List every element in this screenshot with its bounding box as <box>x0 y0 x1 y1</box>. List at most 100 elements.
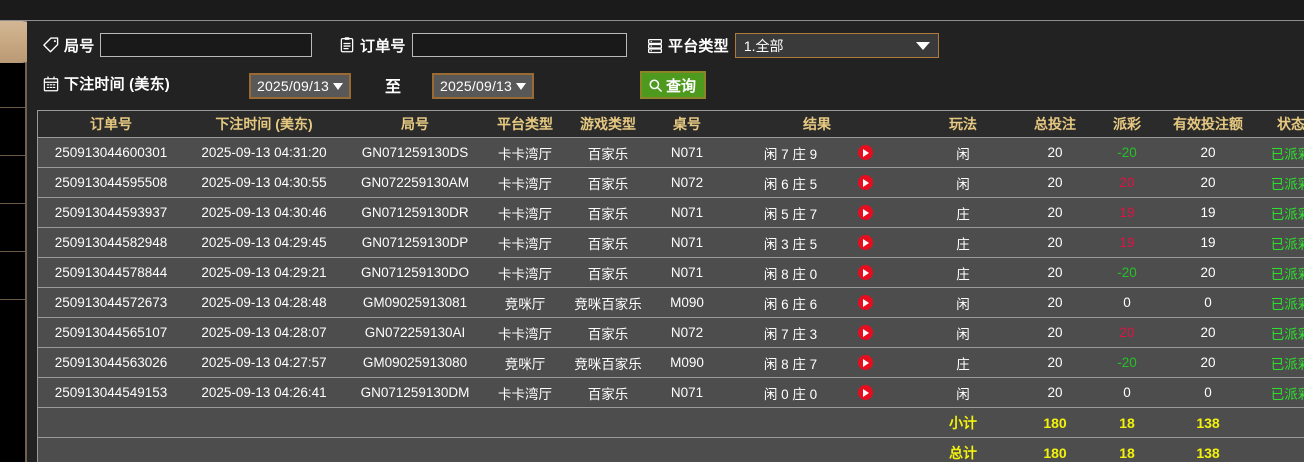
play-icon[interactable] <box>857 295 873 310</box>
summary-row: 小计 180 18 138 <box>38 407 1304 438</box>
cell-bet-time: 2025-09-13 04:28:48 <box>184 287 344 318</box>
status-badge: 已派彩 <box>1270 356 1304 372</box>
summary-blank <box>486 407 564 438</box>
cell-bet-time: 2025-09-13 04:29:45 <box>184 227 344 258</box>
cell-total-bet: 20 <box>1014 317 1096 348</box>
table-row[interactable]: 250913044582948 2025-09-13 04:29:45 GN0712… <box>38 227 1304 258</box>
payout-value: 20 <box>1119 175 1135 190</box>
cell-order-no: 250913044549153 <box>38 377 184 408</box>
payout-value: 19 <box>1119 235 1135 250</box>
summary-label: 总计 <box>912 437 1014 462</box>
cell-valid-bet: 19 <box>1158 227 1258 258</box>
play-icon[interactable] <box>857 175 873 190</box>
cell-status: 已派彩 <box>1258 347 1304 378</box>
col-payout[interactable]: 派彩 <box>1096 111 1158 138</box>
cell-order-no: 250913044563026 <box>38 347 184 378</box>
cell-round-no: GN071259130DO <box>344 257 486 288</box>
cell-order-no: 250913044595508 <box>38 167 184 198</box>
cell-table-no: N071 <box>652 227 722 258</box>
cell-order-no: 250913044593937 <box>38 197 184 228</box>
cell-play: 庄 <box>912 257 1014 288</box>
summary-total-bet: 180 <box>1014 407 1096 438</box>
col-result[interactable]: 结果 <box>722 111 912 138</box>
col-bet-time[interactable]: 下注时间 (美东) <box>184 111 344 138</box>
cell-total-bet: 20 <box>1014 257 1096 288</box>
cell-bet-time: 2025-09-13 04:26:41 <box>184 377 344 408</box>
result-text: 闲 6 庄 6 <box>763 296 818 312</box>
cell-table-no: N071 <box>652 257 722 288</box>
bet-time-to-datepicker[interactable]: 2025/09/13 <box>432 73 534 99</box>
play-icon[interactable] <box>857 355 873 370</box>
cell-result: 闲 8 庄 0 <box>722 257 912 288</box>
col-game-type[interactable]: 游戏类型 <box>564 111 652 138</box>
table-row[interactable]: 250913044593937 2025-09-13 04:30:46 GN0712… <box>38 197 1304 228</box>
records-table-container[interactable]: 订单号 下注时间 (美东) 局号 平台类型 游戏类型 桌号 结果 玩法 总投注 … <box>37 110 1304 462</box>
play-icon[interactable] <box>857 265 873 280</box>
order-no-input[interactable] <box>411 33 627 57</box>
table-row[interactable]: 250913044572673 2025-09-13 04:28:48 GM0902… <box>38 287 1304 318</box>
col-round-no[interactable]: 局号 <box>344 111 486 138</box>
col-table-no[interactable]: 桌号 <box>652 111 722 138</box>
cell-play: 闲 <box>912 377 1014 408</box>
filter-platform-type: 平台类型 1.全部 <box>645 33 939 58</box>
cell-play: 闲 <box>912 317 1014 348</box>
cell-status: 已派彩 <box>1258 197 1304 228</box>
query-button-label: 查询 <box>666 77 697 95</box>
play-icon[interactable] <box>857 145 873 160</box>
summary-blank <box>564 437 652 462</box>
cell-platform: 卡卡湾厅 <box>486 227 564 258</box>
table-row[interactable]: 250913044578844 2025-09-13 04:29:21 GN0712… <box>38 257 1304 288</box>
play-icon[interactable] <box>857 325 873 340</box>
cell-result: 闲 0 庄 0 <box>722 377 912 408</box>
cell-platform: 卡卡湾厅 <box>486 137 564 168</box>
bet-time-from-value: 2025/09/13 <box>256 78 330 94</box>
cell-payout: 20 <box>1096 167 1158 198</box>
status-badge: 已派彩 <box>1270 266 1304 282</box>
table-row[interactable]: 250913044565107 2025-09-13 04:28:07 GN0722… <box>38 317 1304 348</box>
bet-time-separator: 至 <box>385 79 402 96</box>
cell-table-no: M090 <box>652 347 722 378</box>
play-icon[interactable] <box>857 385 873 400</box>
platform-type-select[interactable]: 1.全部 <box>734 33 939 58</box>
payout-value: 0 <box>1123 295 1131 310</box>
table-row[interactable]: 250913044549153 2025-09-13 04:26:41 GN0712… <box>38 377 1304 408</box>
cell-game-type: 百家乐 <box>564 197 652 228</box>
col-status[interactable]: 状态 <box>1258 111 1304 138</box>
cell-bet-time: 2025-09-13 04:31:20 <box>184 137 344 168</box>
filter-round-no: 局号 <box>41 33 313 57</box>
cell-status: 已派彩 <box>1258 377 1304 408</box>
col-play[interactable]: 玩法 <box>912 111 1014 138</box>
cell-total-bet: 20 <box>1014 137 1096 168</box>
cell-valid-bet: 0 <box>1158 377 1258 408</box>
cell-play: 庄 <box>912 347 1014 378</box>
summary-valid-bet: 138 <box>1158 437 1258 462</box>
play-icon[interactable] <box>857 235 873 250</box>
left-rail-cell <box>0 156 25 204</box>
left-rail-cell <box>0 60 25 108</box>
query-button[interactable]: 查询 <box>640 71 707 99</box>
cell-table-no: N071 <box>652 197 722 228</box>
cell-total-bet: 20 <box>1014 167 1096 198</box>
top-divider-line <box>0 20 1304 21</box>
summary-blank <box>38 407 184 438</box>
filter-platform-type-label: 平台类型 <box>668 38 729 55</box>
table-row[interactable]: 250913044563026 2025-09-13 04:27:57 GM0902… <box>38 347 1304 378</box>
cell-table-no: N072 <box>652 167 722 198</box>
cell-total-bet: 20 <box>1014 347 1096 378</box>
bet-time-from-datepicker[interactable]: 2025/09/13 <box>249 73 351 99</box>
col-total-bet[interactable]: 总投注 <box>1014 111 1096 138</box>
play-icon[interactable] <box>857 205 873 220</box>
status-badge: 已派彩 <box>1270 176 1304 192</box>
cell-valid-bet: 20 <box>1158 257 1258 288</box>
round-no-input[interactable] <box>100 33 313 57</box>
table-row[interactable]: 250913044595508 2025-09-13 04:30:55 GN0722… <box>38 167 1304 198</box>
col-order-no[interactable]: 订单号 <box>38 111 184 138</box>
cell-game-type: 百家乐 <box>564 257 652 288</box>
cell-round-no: GN071259130DS <box>344 137 486 168</box>
cell-game-type: 百家乐 <box>564 377 652 408</box>
col-platform[interactable]: 平台类型 <box>486 111 564 138</box>
cell-play: 庄 <box>912 197 1014 228</box>
table-row[interactable]: 250913044600301 2025-09-13 04:31:20 GN0712… <box>38 137 1304 168</box>
search-icon <box>648 78 663 93</box>
col-valid-bet[interactable]: 有效投注额 <box>1158 111 1258 138</box>
